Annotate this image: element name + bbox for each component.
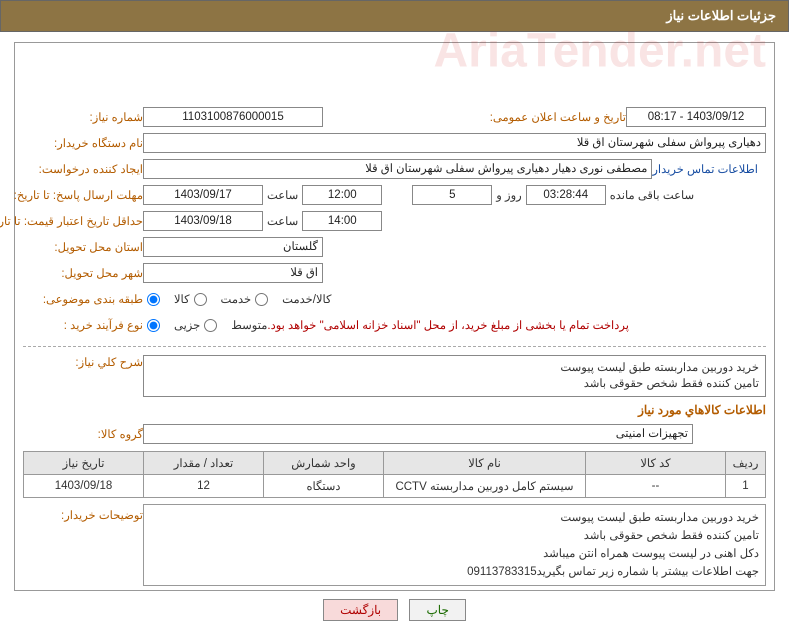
province-label: استان محل تحویل:: [23, 240, 143, 254]
radio-small[interactable]: [147, 319, 160, 332]
table-header-row: ردیف کد کالا نام کالا واحد شمارش تعداد /…: [24, 452, 766, 475]
th-qty: تعداد / مقدار: [144, 452, 264, 475]
process-label: نوع فرآیند خرید :: [23, 318, 143, 332]
row-buyer: نام دستگاه خریدار: دهیاری پیرواش سفلی شه…: [23, 132, 766, 154]
td-unit: دستگاه: [264, 475, 384, 498]
row-need-no: شماره نیاز: 1103100876000015 تاریخ و ساع…: [23, 106, 766, 128]
td-code: --: [586, 475, 726, 498]
th-unit: واحد شمارش: [264, 452, 384, 475]
category-label: طبقه بندی موضوعی:: [23, 292, 143, 306]
days-and-label: روز و: [492, 188, 525, 202]
time-label-2: ساعت: [263, 214, 302, 228]
back-button[interactable]: بازگشت: [323, 599, 398, 621]
buyer-contact-link[interactable]: اطلاعات تماس خریدار: [652, 162, 766, 176]
td-row: 1: [726, 475, 766, 498]
td-date: 1403/09/18: [24, 475, 144, 498]
th-row: ردیف: [726, 452, 766, 475]
td-name: سیستم کامل دوربین مداربسته CCTV: [384, 475, 586, 498]
summary-textarea: خرید دوربین مداربسته طبق لیست پیوست تامی…: [143, 355, 766, 397]
province-field: گلستان: [143, 237, 323, 257]
validity-time-field: 14:00: [302, 211, 382, 231]
city-field: اق قلا: [143, 263, 323, 283]
validity-date-field: 1403/09/18: [143, 211, 263, 231]
need-no-label: شماره نیاز:: [23, 110, 143, 124]
remaining-label: ساعت باقی مانده: [606, 188, 698, 202]
row-deadline: مهلت ارسال پاسخ: تا تاریخ: 1403/09/17 سا…: [23, 184, 766, 206]
group-field: تجهیزات امنیتی: [143, 424, 693, 444]
requester-field: مصطفی نوری دهیار دهیاری پیرواش سفلی شهرس…: [143, 159, 652, 179]
row-requester: ایجاد کننده درخواست: مصطفی نوری دهیار ده…: [23, 158, 766, 180]
items-table: ردیف کد کالا نام کالا واحد شمارش تعداد /…: [23, 451, 766, 498]
radio-service[interactable]: [194, 293, 207, 306]
items-title: اطلاعات کالاهاي مورد نیاز: [23, 403, 766, 417]
countdown-field: 03:28:44: [526, 185, 606, 205]
form-panel: AriaTender.net شماره نیاز: 1103100876000…: [14, 42, 775, 591]
days-field: 5: [412, 185, 492, 205]
deadline-label: مهلت ارسال پاسخ: تا تاریخ:: [23, 188, 143, 202]
print-button[interactable]: چاپ: [409, 599, 465, 621]
row-city: شهر محل تحویل: اق قلا: [23, 262, 766, 284]
row-province: استان محل تحویل: گلستان: [23, 236, 766, 258]
row-summary: شرح کلي نیاز: خرید دوربین مداربسته طبق ل…: [23, 355, 766, 397]
radio-small-label: جزیی: [162, 318, 200, 332]
deadline-time-field: 12:00: [302, 185, 382, 205]
buyer-field: دهیاری پیرواش سفلی شهرستان اق قلا: [143, 133, 766, 153]
need-no-field: 1103100876000015: [143, 107, 323, 127]
announce-label: تاریخ و ساعت اعلان عمومی:: [486, 110, 626, 124]
summary-label: شرح کلي نیاز:: [23, 355, 143, 369]
group-label: گروه کالا:: [23, 427, 143, 441]
row-validity: حداقل تاریخ اعتبار قیمت: تا تاریخ: 1403/…: [23, 210, 766, 232]
th-date: تاریخ نیاز: [24, 452, 144, 475]
radio-medium[interactable]: [204, 319, 217, 332]
requester-label: ایجاد کننده درخواست:: [23, 162, 143, 176]
radio-service-label: خدمت: [209, 292, 252, 306]
td-qty: 12: [144, 475, 264, 498]
button-row: چاپ بازگشت: [0, 599, 789, 621]
city-label: شهر محل تحویل:: [23, 266, 143, 280]
th-code: کد کالا: [586, 452, 726, 475]
row-buyer-notes: توضیحات خریدار: خرید دوربین مداربسته طبق…: [23, 504, 766, 586]
buyer-label: نام دستگاه خریدار:: [23, 136, 143, 150]
radio-medium-label: متوسط: [219, 318, 267, 332]
table-row: 1 -- سیستم کامل دوربین مداربسته CCTV دست…: [24, 475, 766, 498]
radio-goods-service[interactable]: [255, 293, 268, 306]
radio-goods-service-label: کالا/خدمت: [270, 292, 331, 306]
validity-label: حداقل تاریخ اعتبار قیمت: تا تاریخ:: [23, 214, 143, 228]
time-label-1: ساعت: [263, 188, 302, 202]
buyer-notes-box: خرید دوربین مداربسته طبق لیست پیوست تامی…: [143, 504, 766, 586]
page-header: جزئیات اطلاعات نیاز: [0, 0, 789, 32]
deadline-date-field: 1403/09/17: [143, 185, 263, 205]
row-group: گروه کالا: تجهیزات امنیتی: [23, 423, 766, 445]
row-category: طبقه بندی موضوعی: کالا خدمت کالا/خدمت: [23, 288, 766, 310]
th-name: نام کالا: [384, 452, 586, 475]
announce-field: 1403/09/12 - 08:17: [626, 107, 766, 127]
radio-goods[interactable]: [147, 293, 160, 306]
process-note: پرداخت تمام یا بخشی از مبلغ خرید، از محل…: [267, 318, 639, 332]
radio-goods-label: کالا: [162, 292, 190, 306]
row-process: نوع فرآیند خرید : جزیی متوسط پرداخت تمام…: [23, 314, 766, 336]
divider-1: [23, 346, 766, 347]
buyer-notes-label: توضیحات خریدار:: [23, 504, 143, 522]
